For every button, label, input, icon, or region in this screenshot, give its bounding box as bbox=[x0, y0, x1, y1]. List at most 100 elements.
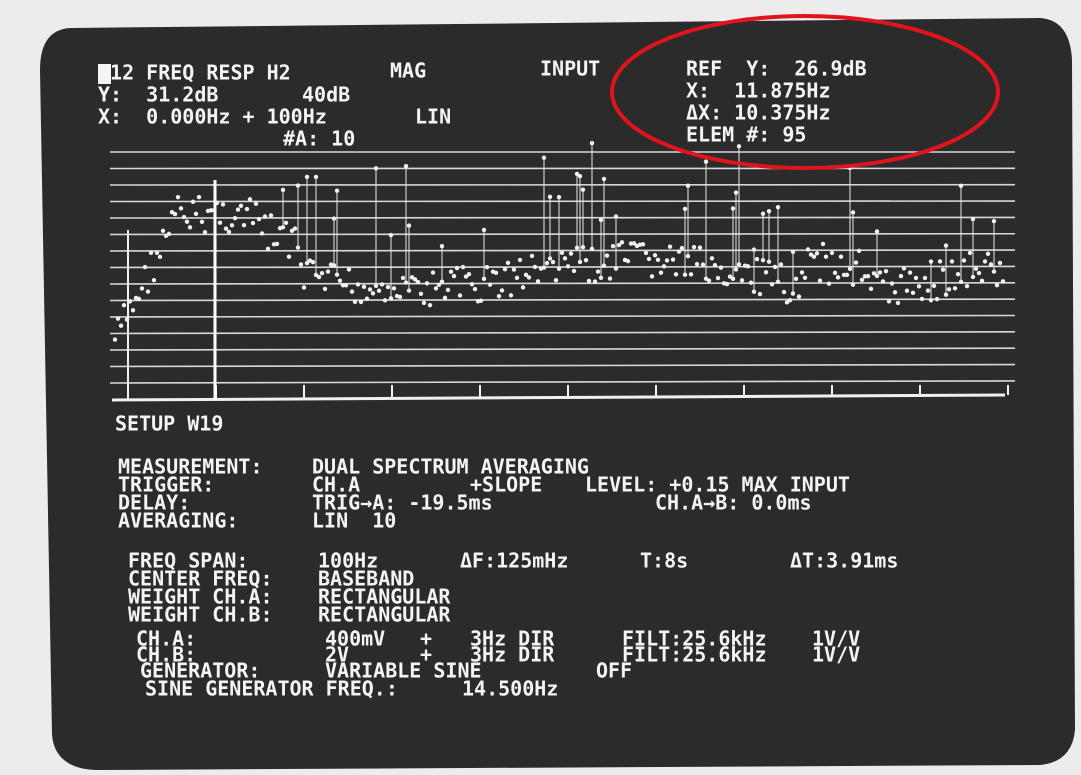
trace-dot bbox=[727, 274, 733, 279]
trace-dot bbox=[373, 166, 379, 171]
trace-dot bbox=[232, 215, 238, 221]
trace-dot bbox=[124, 317, 130, 322]
trace-dot bbox=[424, 281, 430, 286]
trace-dot bbox=[766, 209, 772, 214]
trace-dot bbox=[313, 174, 319, 180]
trace-dot bbox=[751, 247, 757, 252]
trace-dot bbox=[514, 275, 520, 281]
grid-line bbox=[109, 298, 1016, 302]
trace-dot bbox=[649, 274, 655, 279]
trace-dot bbox=[865, 273, 871, 279]
setup-value: LEVEL: +0.15 MAX INPUT bbox=[585, 473, 850, 497]
setup-label: DELAY: bbox=[118, 491, 190, 515]
trace-dot bbox=[787, 297, 793, 303]
trace-dot bbox=[874, 229, 880, 234]
trace-dot bbox=[412, 277, 418, 282]
grid-line bbox=[109, 249, 1016, 252]
trace-dot bbox=[160, 228, 166, 234]
trace-dot bbox=[130, 308, 136, 313]
setup-value: 1V/V bbox=[812, 643, 860, 667]
grid-line bbox=[109, 232, 1016, 236]
setup-value: 1V/V bbox=[812, 627, 860, 651]
setup-value: 3Hz DIR bbox=[470, 643, 555, 667]
trace-dot bbox=[166, 231, 172, 237]
x-scale: LIN bbox=[415, 105, 451, 129]
trace-dot bbox=[499, 288, 505, 293]
trace-dot bbox=[502, 267, 508, 272]
trace-dot bbox=[478, 298, 484, 303]
trace-dot bbox=[823, 254, 829, 259]
trace-dot bbox=[940, 267, 946, 272]
trace-dot bbox=[988, 262, 994, 267]
setup-value: T:8s bbox=[640, 549, 688, 573]
trace-dot bbox=[934, 296, 940, 302]
trace-dot bbox=[421, 300, 427, 306]
trace-dot bbox=[1000, 279, 1006, 284]
trace-dot bbox=[826, 281, 832, 286]
trace-dot bbox=[253, 201, 259, 206]
trace-dot bbox=[346, 267, 352, 272]
trace-dot bbox=[682, 206, 688, 212]
trace-dot bbox=[460, 264, 466, 270]
grid-line bbox=[109, 331, 1016, 335]
trace-dot bbox=[730, 206, 736, 211]
trace-dot bbox=[256, 216, 262, 222]
trace-dot bbox=[298, 262, 304, 267]
trace-dot bbox=[592, 279, 598, 284]
x-readout: X: 0.000Hz + 100Hz bbox=[98, 105, 327, 129]
trace-dot bbox=[247, 197, 253, 202]
trace-dot bbox=[196, 194, 202, 200]
trace-dot bbox=[970, 216, 976, 222]
trace-dot bbox=[769, 282, 775, 287]
trace-dot bbox=[139, 286, 145, 291]
trace-dot bbox=[181, 214, 187, 220]
trace-dot bbox=[685, 183, 691, 188]
trace-dot bbox=[652, 253, 658, 258]
grid-line bbox=[109, 347, 1016, 351]
setup-rows: MEASUREMENT: DUAL SPECTRUM AVERAGING TRIGG… bbox=[118, 455, 898, 701]
trace-dot bbox=[709, 256, 715, 261]
trace-dot bbox=[892, 290, 898, 295]
trace-dot bbox=[427, 302, 433, 308]
trace-dot bbox=[151, 278, 157, 283]
trace-dot bbox=[229, 223, 235, 228]
trace-dot bbox=[565, 264, 571, 269]
crt-screen bbox=[40, 18, 1075, 770]
trace-dot bbox=[466, 272, 472, 277]
trace-dot bbox=[793, 276, 799, 282]
setup-value: RECTANGULAR bbox=[318, 603, 451, 627]
trace-dot bbox=[994, 282, 1000, 288]
trace-dot bbox=[718, 265, 724, 270]
trace-dot bbox=[814, 251, 820, 256]
trace-dot bbox=[898, 273, 904, 279]
trace-dot bbox=[319, 270, 325, 276]
trace-dot bbox=[838, 254, 844, 259]
trace-dot bbox=[223, 226, 229, 231]
display-source: INPUT bbox=[540, 57, 600, 81]
trace-dot bbox=[268, 213, 274, 218]
trace-dot bbox=[535, 279, 541, 284]
trace-dot bbox=[289, 228, 295, 234]
trace-dot bbox=[991, 218, 997, 224]
trace-dot bbox=[754, 256, 760, 262]
trace-dot bbox=[748, 280, 754, 285]
trace-dot bbox=[583, 257, 589, 263]
trace-dot bbox=[598, 217, 604, 223]
trace-dot bbox=[664, 258, 670, 263]
setup-value: 400mV bbox=[325, 627, 385, 651]
trace-dot bbox=[631, 241, 637, 246]
setup-value: ΔT:3.91ms bbox=[790, 549, 898, 573]
trace-dot bbox=[613, 214, 619, 219]
trace-dot bbox=[127, 299, 133, 304]
trace-dot bbox=[238, 203, 244, 209]
trace-dot bbox=[643, 250, 649, 256]
trace-dot bbox=[283, 220, 289, 226]
trace-dot bbox=[868, 286, 874, 292]
trace-dot bbox=[172, 211, 178, 217]
trace-dot bbox=[175, 194, 181, 200]
trace-dot bbox=[889, 281, 895, 286]
highlight-ellipse bbox=[610, 14, 1000, 170]
trace-dot bbox=[397, 294, 403, 300]
setup-label: SINE GENERATOR FREQ.: bbox=[145, 677, 398, 701]
display-mode: MAG bbox=[390, 59, 426, 83]
